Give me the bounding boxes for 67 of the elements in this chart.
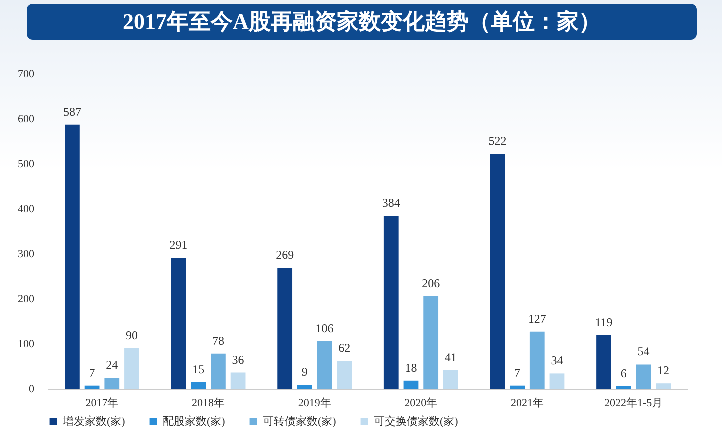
bar bbox=[510, 386, 525, 389]
x-tick-label: 2021年 bbox=[510, 398, 544, 410]
data-label: 36 bbox=[232, 352, 244, 367]
legend-label: 配股家数(家) bbox=[163, 414, 226, 428]
x-tick-label: 2017年 bbox=[86, 398, 119, 410]
data-label: 119 bbox=[595, 315, 613, 330]
x-tick-label: 2020年 bbox=[404, 398, 438, 410]
bar bbox=[297, 384, 312, 389]
data-label: 78 bbox=[212, 334, 224, 348]
data-label: 12 bbox=[658, 364, 670, 378]
bar bbox=[337, 361, 352, 389]
y-tick-label: 500 bbox=[18, 158, 35, 170]
y-tick-label: 600 bbox=[18, 114, 35, 126]
y-tick-label: 400 bbox=[18, 204, 35, 216]
data-label: 62 bbox=[338, 341, 351, 356]
data-label: 7 bbox=[89, 366, 96, 380]
data-label: 6 bbox=[620, 366, 627, 380]
bar bbox=[490, 154, 506, 389]
bar bbox=[424, 296, 439, 389]
data-label: 15 bbox=[192, 362, 205, 376]
data-label: 587 bbox=[63, 104, 82, 119]
x-tick-label: 2018年 bbox=[192, 398, 226, 410]
bar bbox=[230, 372, 246, 389]
data-label: 206 bbox=[422, 276, 440, 290]
x-tick-label: 2019年 bbox=[298, 398, 332, 410]
bar bbox=[211, 354, 226, 389]
data-label: 269 bbox=[276, 248, 294, 262]
data-label: 127 bbox=[528, 312, 546, 326]
x-tick-label: 2022年1-5月 bbox=[604, 398, 664, 410]
bar bbox=[404, 380, 419, 389]
bar bbox=[65, 124, 80, 389]
bar bbox=[656, 384, 671, 389]
bar bbox=[616, 386, 632, 389]
data-label: 106 bbox=[316, 321, 334, 336]
y-tick-label: 700 bbox=[18, 68, 35, 80]
y-tick-label: 200 bbox=[18, 294, 35, 306]
y-tick-label: 300 bbox=[18, 248, 35, 260]
legend-label: 增发家数(家) bbox=[62, 414, 126, 428]
bar bbox=[596, 335, 612, 389]
data-label: 291 bbox=[170, 238, 188, 252]
data-label: 18 bbox=[405, 360, 418, 375]
legend-label: 可转债家数(家) bbox=[263, 414, 337, 428]
bar bbox=[636, 364, 652, 389]
data-label: 24 bbox=[106, 358, 118, 372]
data-label: 384 bbox=[382, 196, 400, 210]
data-label: 41 bbox=[444, 350, 457, 365]
bar bbox=[171, 258, 186, 389]
data-label: 90 bbox=[126, 328, 138, 342]
data-label: 34 bbox=[551, 354, 564, 368]
bar bbox=[84, 386, 100, 389]
bar bbox=[443, 370, 458, 389]
bar bbox=[530, 332, 545, 389]
bar bbox=[550, 374, 565, 389]
bar bbox=[317, 341, 332, 389]
data-label: 9 bbox=[302, 364, 308, 379]
chart-title: 2017年至今A股再融资家数变化趋势（单位：家） bbox=[27, 4, 697, 40]
data-label: 7 bbox=[514, 366, 521, 380]
y-tick-label: 100 bbox=[18, 338, 35, 350]
bar bbox=[278, 268, 293, 389]
legend-label: 可交换债家数(家) bbox=[374, 414, 459, 428]
data-label: 522 bbox=[488, 134, 507, 148]
bar bbox=[384, 216, 399, 389]
y-tick-label: 0 bbox=[29, 384, 35, 396]
bar bbox=[191, 382, 206, 389]
bar bbox=[124, 348, 140, 389]
data-label: 54 bbox=[638, 344, 650, 359]
bar bbox=[104, 378, 120, 389]
